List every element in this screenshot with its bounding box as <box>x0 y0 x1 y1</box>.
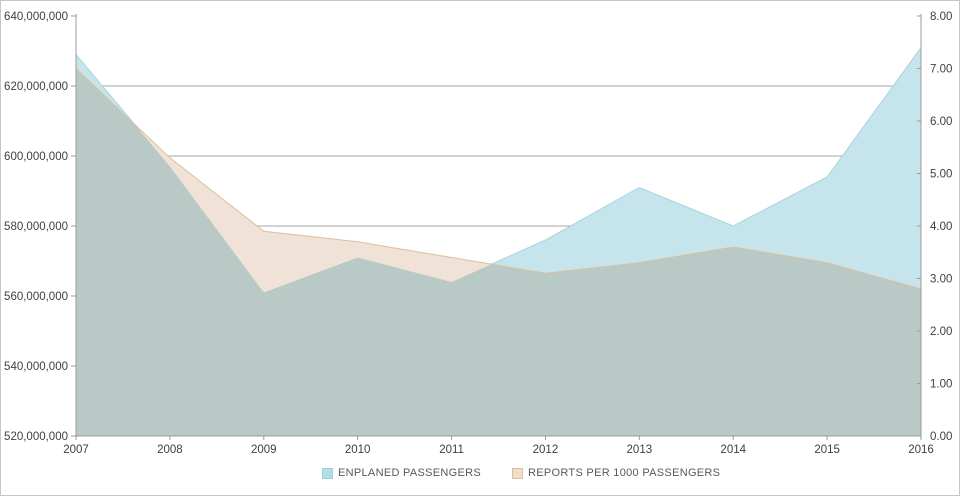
series-overlap-area <box>76 68 921 436</box>
legend-item-reports-per-1000: REPORTS PER 1000 PASSENGERS <box>512 467 720 479</box>
left-axis-label: 640,000,000 <box>4 11 68 23</box>
right-axis-label: 2.00 <box>930 326 952 338</box>
x-axis-label: 2013 <box>627 444 653 456</box>
legend-swatch-blue-icon <box>322 467 333 479</box>
right-axis-label: 8.00 <box>930 11 952 23</box>
left-axis-label: 560,000,000 <box>4 291 68 303</box>
right-axis-label: 5.00 <box>930 169 952 181</box>
x-axis-label: 2011 <box>439 444 464 456</box>
right-axis-label: 7.00 <box>930 64 952 76</box>
left-axis-label: 580,000,000 <box>4 221 68 233</box>
x-axis-label: 2009 <box>251 444 277 456</box>
right-axis-label: 4.00 <box>930 221 952 233</box>
right-axis-label: 1.00 <box>930 379 952 391</box>
left-axis-label: 620,000,000 <box>4 81 68 93</box>
right-axis-label: 3.00 <box>930 274 952 286</box>
x-axis-label: 2012 <box>533 444 559 456</box>
x-axis-label: 2008 <box>157 444 183 456</box>
x-axis-label: 2014 <box>720 444 746 456</box>
legend-swatch-tan-icon <box>512 467 523 479</box>
chart-legend: ENPLANED PASSENGERS REPORTS PER 1000 PAS… <box>1 467 959 483</box>
legend-label-enplaned-passengers: ENPLANED PASSENGERS <box>338 467 482 479</box>
right-axis-label: 0.00 <box>930 431 952 443</box>
left-axis-label: 600,000,000 <box>4 151 68 163</box>
legend-label-reports-per-1000: REPORTS PER 1000 PASSENGERS <box>528 467 721 479</box>
left-axis-label: 540,000,000 <box>4 361 68 373</box>
legend-item-enplaned-passengers: ENPLANED PASSENGERS <box>322 467 481 479</box>
x-axis-label: 2010 <box>345 444 371 456</box>
right-axis-label: 6.00 <box>930 116 952 128</box>
x-axis-label: 2007 <box>63 444 89 456</box>
x-axis-label: 2015 <box>814 444 840 456</box>
left-axis-label: 520,000,000 <box>4 431 68 443</box>
x-axis-label: 2016 <box>908 444 934 456</box>
reports-per-1000-edge <box>75 68 922 290</box>
